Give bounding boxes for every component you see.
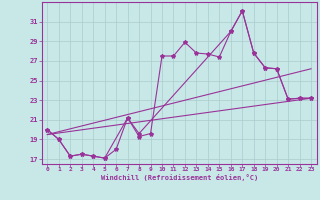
X-axis label: Windchill (Refroidissement éolien,°C): Windchill (Refroidissement éolien,°C) (100, 174, 258, 181)
